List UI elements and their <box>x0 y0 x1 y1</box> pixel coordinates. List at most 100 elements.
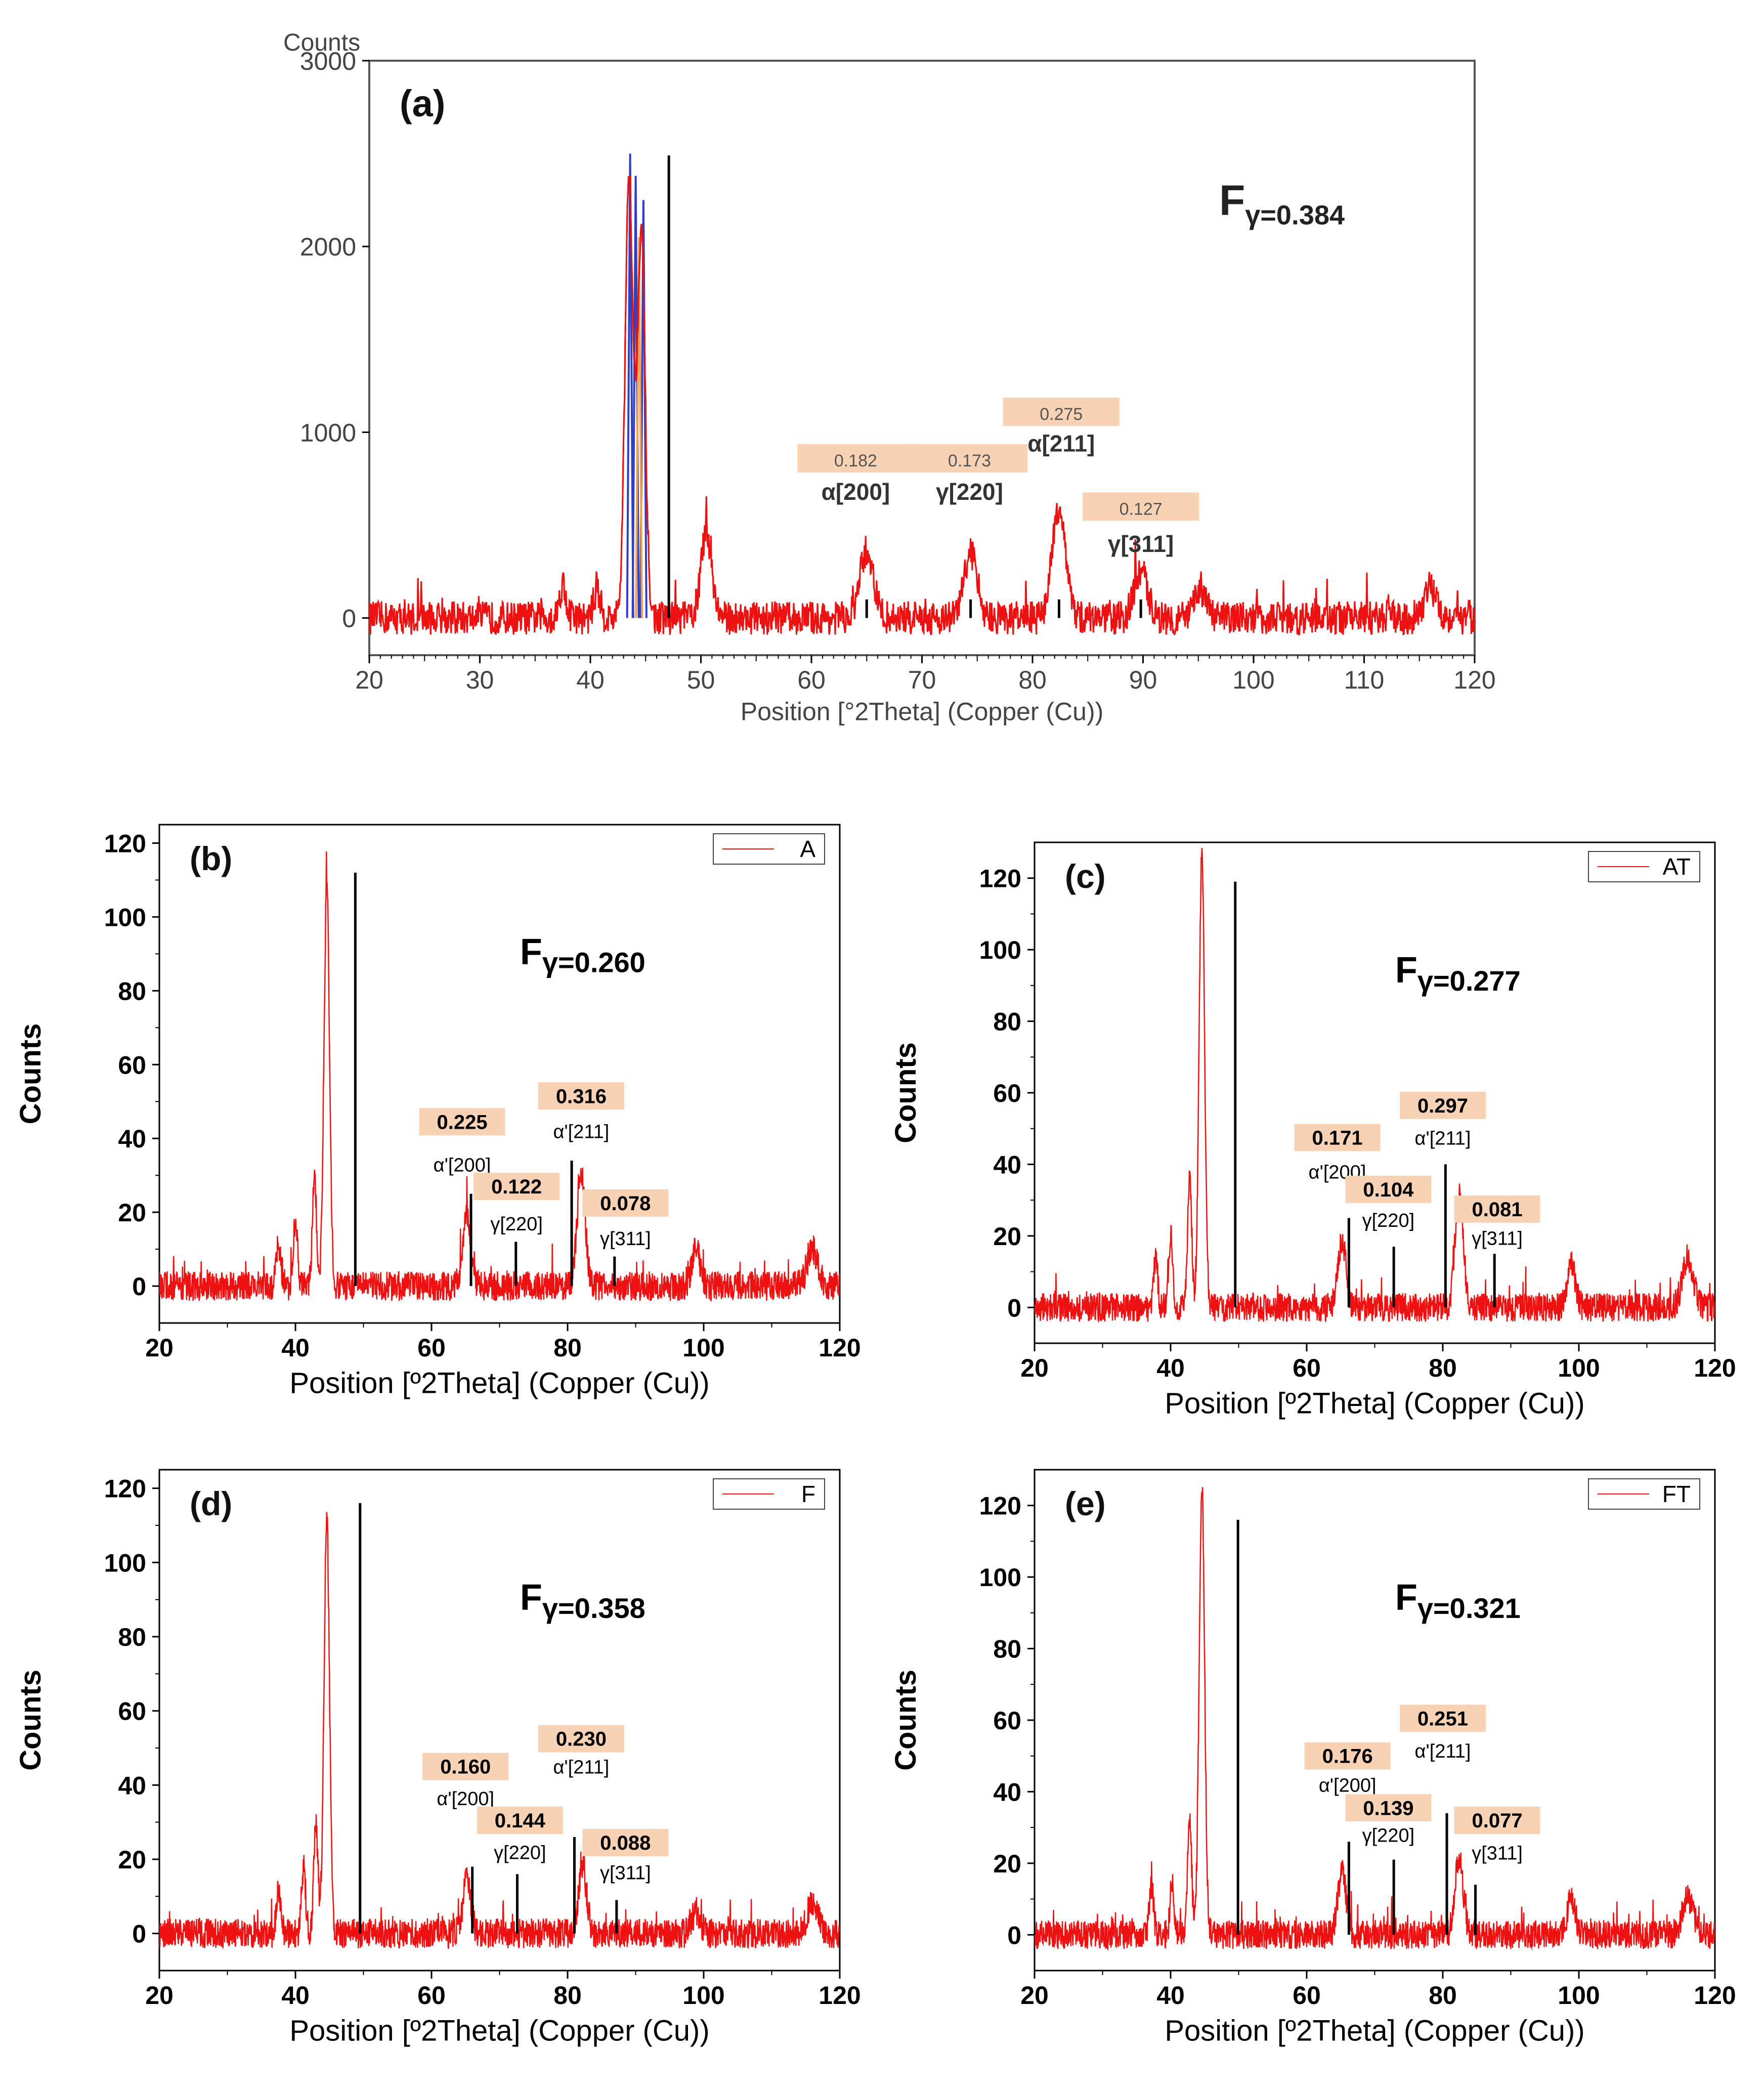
annotation-box <box>1400 1704 1486 1732</box>
y-tick-label: 80 <box>993 1635 1021 1663</box>
annotation-value: 0.297 <box>1417 1095 1468 1117</box>
y-tick-label: 60 <box>118 1051 146 1079</box>
plot-frame <box>158 1469 841 1972</box>
series-line <box>159 851 840 1302</box>
x-tick-label: 30 <box>466 666 494 694</box>
fraction-symbol: F <box>520 1577 542 1618</box>
plot-frame <box>1034 1469 1716 1972</box>
fraction-annotation: Fγ=0.260 <box>520 932 646 978</box>
annotation-label: α'[211] <box>1415 1128 1471 1149</box>
x-tick-label: 40 <box>576 666 605 694</box>
plot-data-area <box>1035 1487 1715 1951</box>
x-axis-label: Position [º2Theta] (Copper (Cu)) <box>1165 2015 1584 2047</box>
y-tick-label: 0 <box>132 1272 146 1301</box>
annotation-label: γ[220] <box>1362 1210 1415 1231</box>
annotation-box <box>1454 1195 1540 1223</box>
annotation-value: 0.078 <box>600 1192 651 1215</box>
x-tick-label: 80 <box>1429 1354 1457 1382</box>
panel-label: (b) <box>190 840 232 877</box>
annotation-box <box>1400 1091 1486 1119</box>
y-tick-label: 120 <box>979 865 1021 893</box>
annotation-value: 0.182 <box>834 451 877 471</box>
annotation-label: α'[211] <box>1415 1741 1471 1762</box>
annotation-box <box>538 1725 624 1753</box>
x-tick-label: 60 <box>417 1334 446 1362</box>
annotation-value: 0.081 <box>1472 1199 1523 1221</box>
annotation-label: γ[311] <box>1472 1228 1523 1249</box>
x-tick-label: 80 <box>553 1981 582 2010</box>
y-tick-label: 100 <box>979 1563 1021 1592</box>
annotation-box <box>1454 1807 1540 1834</box>
x-tick-label: 100 <box>1232 666 1274 694</box>
plot-frame <box>158 824 841 1324</box>
fraction-subscript: γ=0.358 <box>542 1592 646 1624</box>
fraction-symbol: F <box>1395 1577 1417 1618</box>
annotation-box <box>582 1189 669 1217</box>
x-tick-label: 20 <box>1020 1981 1049 2010</box>
panel-label: (c) <box>1065 858 1106 895</box>
x-tick-label: 100 <box>1558 1981 1600 2010</box>
x-tick-label: 80 <box>553 1334 582 1362</box>
x-tick-label: 40 <box>281 1334 310 1362</box>
y-tick-label: 40 <box>118 1771 146 1800</box>
y-axis-label: Counts <box>14 1023 47 1125</box>
y-axis-label: Counts <box>889 1670 922 1771</box>
y-tick-label: 20 <box>118 1846 146 1874</box>
x-tick-label: 20 <box>145 1334 174 1362</box>
annotation-box <box>1345 1175 1432 1203</box>
annotation-value: 0.104 <box>1363 1179 1414 1201</box>
x-tick-label: 110 <box>1344 666 1385 694</box>
annotation-label: α'[200] <box>437 1788 494 1810</box>
annotation-value: 0.160 <box>440 1756 491 1778</box>
annotation-value: 0.173 <box>948 451 991 471</box>
y-tick-label: 100 <box>979 936 1021 964</box>
y-axis-label: Counts <box>14 1670 47 1771</box>
y-tick-label: 0 <box>1007 1921 1021 1949</box>
y-tick-label: 20 <box>118 1199 146 1227</box>
annotation-value: 0.122 <box>491 1176 542 1198</box>
panel-c-chart: 0 20 40 60 80 100 120 20 40 60 80 100 120 Position [º… <box>889 841 1736 1420</box>
x-axis-label: Position [º2Theta] (Copper (Cu)) <box>289 2015 709 2047</box>
annotation-box <box>911 444 1028 473</box>
plot-data-area <box>1035 848 1715 1323</box>
y-tick-label: 2000 <box>300 233 356 261</box>
legend-label: A <box>800 836 815 862</box>
annotation-box <box>474 1173 560 1201</box>
annotation-box <box>477 1807 563 1834</box>
annotation-label: γ[311] <box>1108 531 1174 557</box>
annotation-value: 0.275 <box>1040 405 1083 424</box>
annotation-box <box>1304 1742 1391 1770</box>
annotation-box <box>1083 492 1199 521</box>
annotation-value: 0.127 <box>1120 499 1163 519</box>
x-axis-label: Position [º2Theta] (Copper (Cu)) <box>1165 1387 1584 1420</box>
annotation-value: 0.171 <box>1312 1127 1362 1149</box>
plot-data-area <box>159 851 840 1302</box>
annotation-label: α'[211] <box>553 1122 609 1143</box>
y-tick-label: 100 <box>104 1549 146 1577</box>
y-tick-label: 40 <box>118 1125 146 1153</box>
fraction-annotation: Fγ=0.384 <box>1219 177 1345 230</box>
annotation-label: α'[200] <box>1319 1775 1376 1796</box>
x-tick-label: 80 <box>1429 1981 1457 2010</box>
x-tick-label: 60 <box>417 1981 446 2010</box>
x-tick-label: 100 <box>1558 1354 1600 1382</box>
fraction-subscript: γ=0.321 <box>1417 1592 1521 1624</box>
x-tick-label: 120 <box>819 1334 861 1362</box>
annotation-label: γ[311] <box>600 1228 651 1250</box>
annotation-label: γ[311] <box>1472 1843 1523 1864</box>
x-tick-label: 60 <box>1293 1354 1321 1382</box>
y-tick-label: 0 <box>132 1920 146 1948</box>
y-tick-label: 80 <box>118 1623 146 1651</box>
annotation-box <box>1294 1124 1381 1151</box>
plot-frame <box>1034 841 1716 1344</box>
series-line <box>1035 848 1715 1323</box>
y-tick-label: 20 <box>993 1850 1021 1878</box>
panel-label: (d) <box>190 1485 232 1522</box>
y-tick-label: 40 <box>993 1150 1021 1179</box>
annotation-value: 0.225 <box>437 1111 487 1133</box>
x-tick-label: 40 <box>1156 1981 1185 2010</box>
annotation-box <box>797 444 914 473</box>
y-tick-label: 20 <box>993 1222 1021 1251</box>
annotation-label: γ[220] <box>490 1214 543 1235</box>
